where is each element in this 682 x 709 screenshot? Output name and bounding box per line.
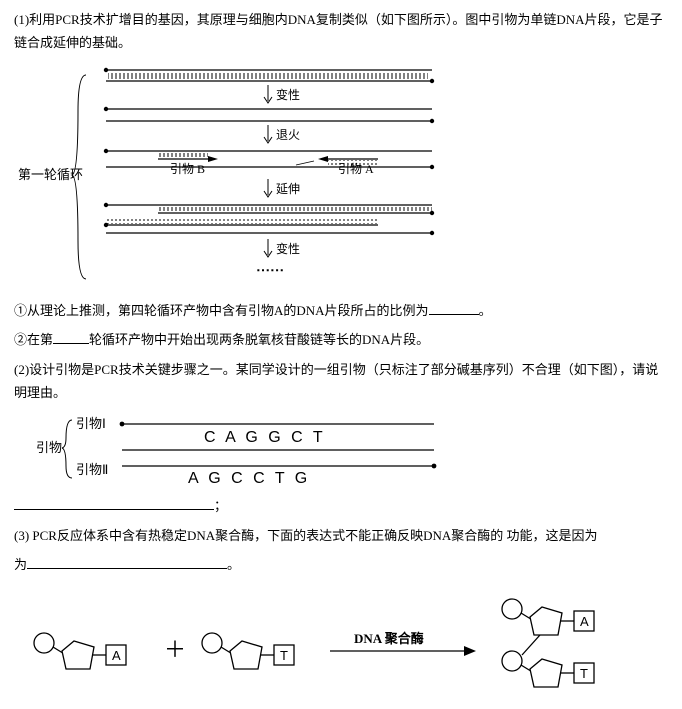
step-anneal: 退火	[276, 128, 300, 142]
seq1: C A G G C T	[204, 429, 326, 446]
ds-top-hatch	[108, 71, 428, 76]
blank-q1-2[interactable]	[53, 331, 89, 344]
ellipsis: ‥‥‥	[256, 260, 284, 275]
base-t-1: T	[280, 648, 288, 663]
step-denature2: 变性	[276, 241, 300, 256]
pcr-cycle-diagram: 第一轮循环 变性 退火 引物 B 引物 A	[18, 61, 668, 293]
primer1-label: 引物Ⅰ	[76, 416, 106, 431]
q2-blank-line: ；	[14, 494, 668, 517]
q1-intro: (1)利用PCR技术扩增目的基因，其原理与细胞内DNA复制类似（如下图所示）。图…	[14, 8, 668, 55]
nucleotide-a-left: A	[34, 633, 126, 669]
primer-brace-label: 引物	[36, 440, 62, 455]
q3-intro: (3) PCR反应体系中含有热稳定DNA聚合酶，下面的表达式不能正确反映DNA聚…	[14, 524, 668, 547]
enzyme-label: DNA 聚合酶	[354, 631, 424, 646]
nucleotide-a-right: A	[502, 599, 594, 635]
blank-q2[interactable]	[14, 497, 214, 510]
q1-sub1-after: 。	[479, 303, 492, 318]
q1-sub1-before: ①从理论上推测，第四轮循环产物中含有引物A的DNA片段所占的比例为	[14, 303, 429, 318]
primer-diagram: 引物 引物Ⅰ 引物Ⅱ C A G G C T A G C C T G	[34, 410, 668, 488]
base-a-2: A	[580, 614, 589, 629]
brace2-icon	[62, 420, 72, 478]
blank-q1-1[interactable]	[429, 302, 479, 315]
q1-sub1: ①从理论上推测，第四轮循环产物中含有引物A的DNA片段所占的比例为 。	[14, 299, 668, 322]
base-t-2: T	[580, 666, 588, 681]
base-a-1: A	[112, 648, 121, 663]
blank-q3[interactable]	[27, 556, 227, 569]
nucleotide-t-left: T	[202, 633, 294, 669]
nucleotide-t-right: T	[502, 651, 594, 687]
seq2: A G C C T G	[188, 470, 310, 487]
nucleotide-diagram: A ＋ T DNA 聚合酶 A T	[24, 585, 668, 695]
q1-sub2: ②在第 轮循环产物中开始出现两条脱氧核苷酸链等长的DNA片段。	[14, 328, 668, 351]
q2-intro: (2)设计引物是PCR技术关键步骤之一。某同学设计的一组引物（只标注了部分碱基序…	[14, 358, 668, 405]
step-denature: 变性	[276, 87, 300, 102]
q2-blank-after: ；	[214, 498, 227, 513]
primer-b-label: 引物 B	[170, 162, 205, 176]
q3-intro-after: 。	[227, 557, 240, 572]
primer2-label: 引物Ⅱ	[76, 462, 108, 477]
q3-blank-line: 为。	[14, 553, 668, 576]
step-extend: 延伸	[276, 182, 300, 196]
primer-a-label: 引物 A	[338, 162, 374, 176]
plus-sign: ＋	[164, 637, 186, 662]
q1-sub2-before: ②在第	[14, 332, 53, 347]
q3-intro-before: (3) PCR反应体系中含有热稳定DNA聚合酶，下面的表达式不能正确反映DNA聚…	[14, 528, 598, 543]
q1-sub2-after: 轮循环产物中开始出现两条脱氧核苷酸链等长的DNA片段。	[89, 332, 429, 347]
